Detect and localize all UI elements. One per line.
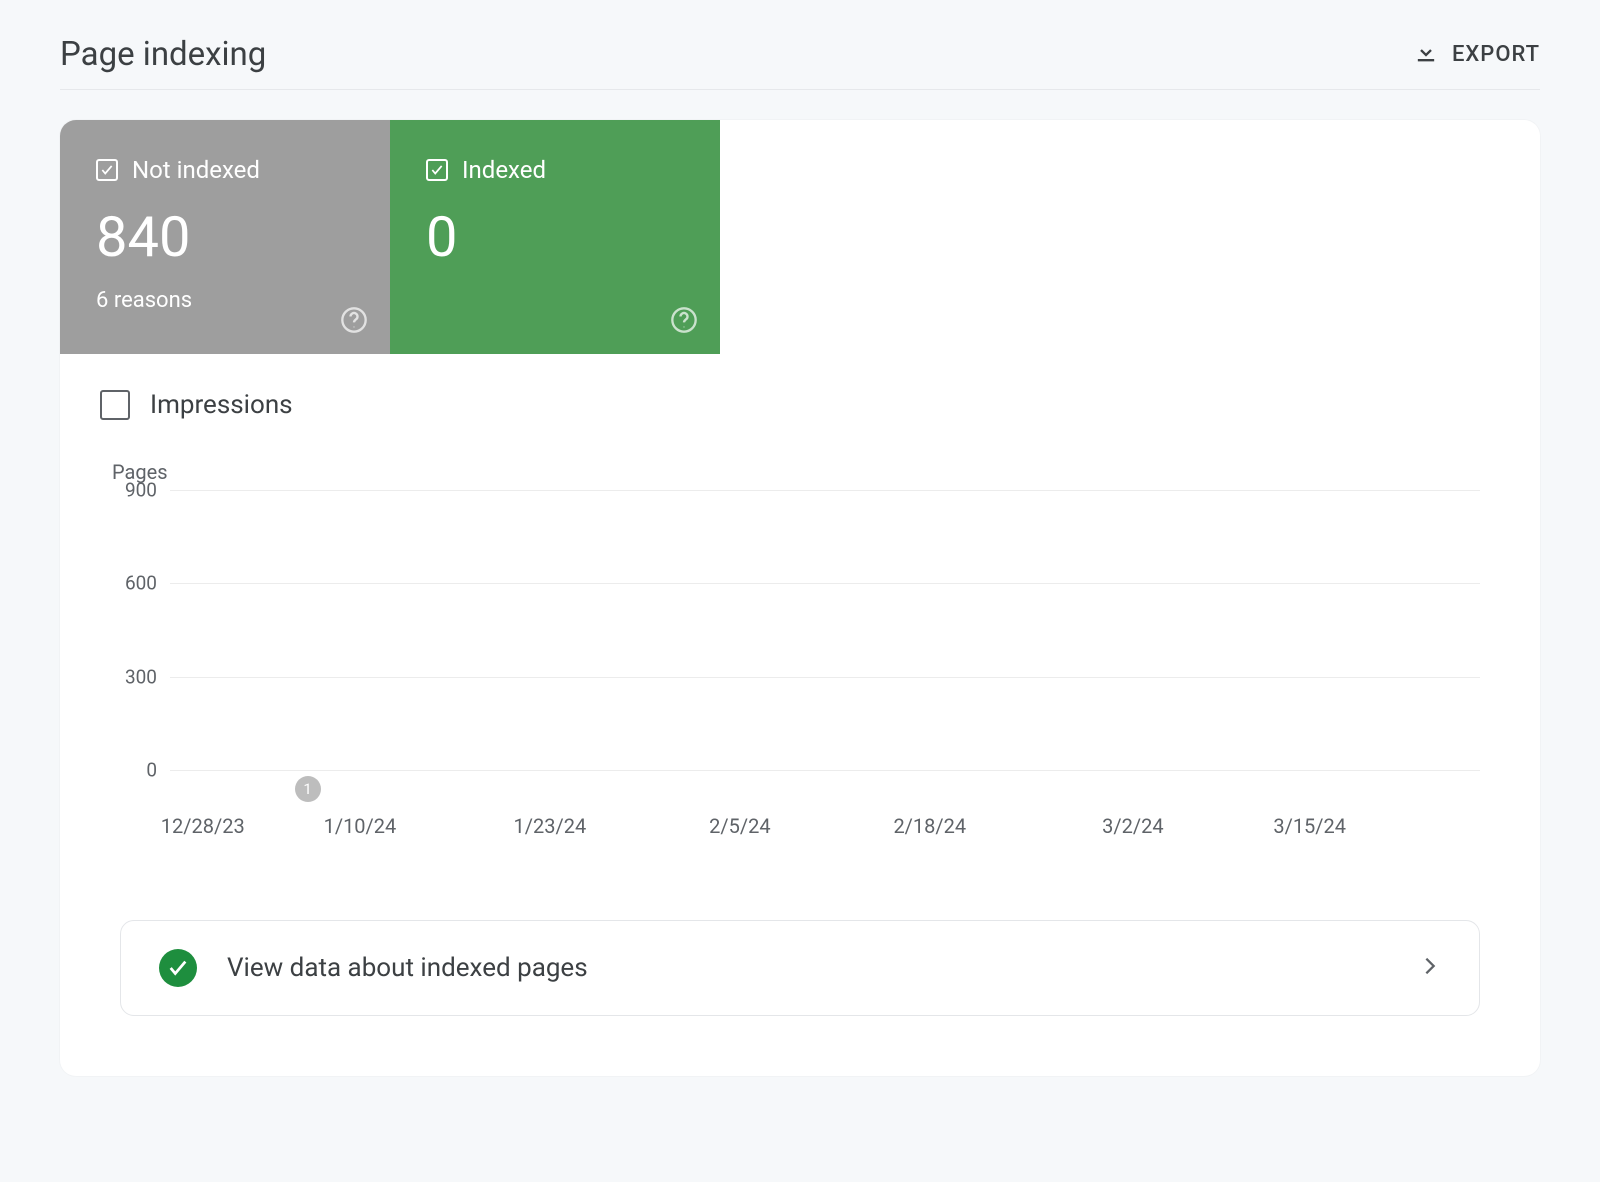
checkbox-checked-icon bbox=[96, 159, 118, 181]
tab-not-indexed-label: Not indexed bbox=[132, 156, 260, 184]
main-card: Not indexed 840 6 reasons Indexed 0 bbox=[60, 120, 1540, 1076]
export-label: EXPORT bbox=[1452, 42, 1540, 67]
chart-y-title: Pages bbox=[112, 460, 1490, 484]
event-marker[interactable]: 1 bbox=[295, 776, 321, 802]
check-circle-icon bbox=[159, 949, 197, 987]
x-tick-label: 3/15/24 bbox=[1273, 814, 1346, 838]
x-tick-label: 12/28/23 bbox=[161, 814, 245, 838]
y-tick-label: 0 bbox=[112, 759, 157, 782]
tab-not-indexed[interactable]: Not indexed 840 6 reasons bbox=[60, 120, 390, 354]
chart: Pages 0 300 600 900 12/28/23 1/10/24 1/23/24 2… bbox=[100, 460, 1490, 850]
help-icon[interactable] bbox=[340, 306, 368, 334]
x-tick-label: 2/5/24 bbox=[709, 814, 770, 838]
tab-indexed-label: Indexed bbox=[462, 156, 546, 184]
page-title: Page indexing bbox=[60, 35, 266, 74]
tab-indexed-value: 0 bbox=[426, 204, 720, 270]
y-tick-label: 600 bbox=[112, 572, 157, 595]
x-tick-label: 3/2/24 bbox=[1102, 814, 1163, 838]
chevron-right-icon bbox=[1419, 955, 1441, 981]
checkbox-checked-icon bbox=[426, 159, 448, 181]
impressions-checkbox[interactable] bbox=[100, 390, 130, 420]
tab-not-indexed-value: 840 bbox=[96, 204, 390, 270]
link-card-text: View data about indexed pages bbox=[227, 953, 1419, 983]
y-tick-label: 900 bbox=[112, 479, 157, 502]
x-tick-label: 1/23/24 bbox=[514, 814, 587, 838]
help-icon[interactable] bbox=[670, 306, 698, 334]
y-tick-label: 300 bbox=[112, 665, 157, 688]
impressions-label: Impressions bbox=[150, 390, 293, 420]
view-indexed-data-link[interactable]: View data about indexed pages bbox=[120, 920, 1480, 1016]
x-tick-label: 2/18/24 bbox=[893, 814, 966, 838]
x-tick-label: 1/10/24 bbox=[324, 814, 397, 838]
download-icon bbox=[1412, 38, 1440, 72]
export-button[interactable]: EXPORT bbox=[1412, 38, 1540, 72]
tab-indexed[interactable]: Indexed 0 bbox=[390, 120, 720, 354]
